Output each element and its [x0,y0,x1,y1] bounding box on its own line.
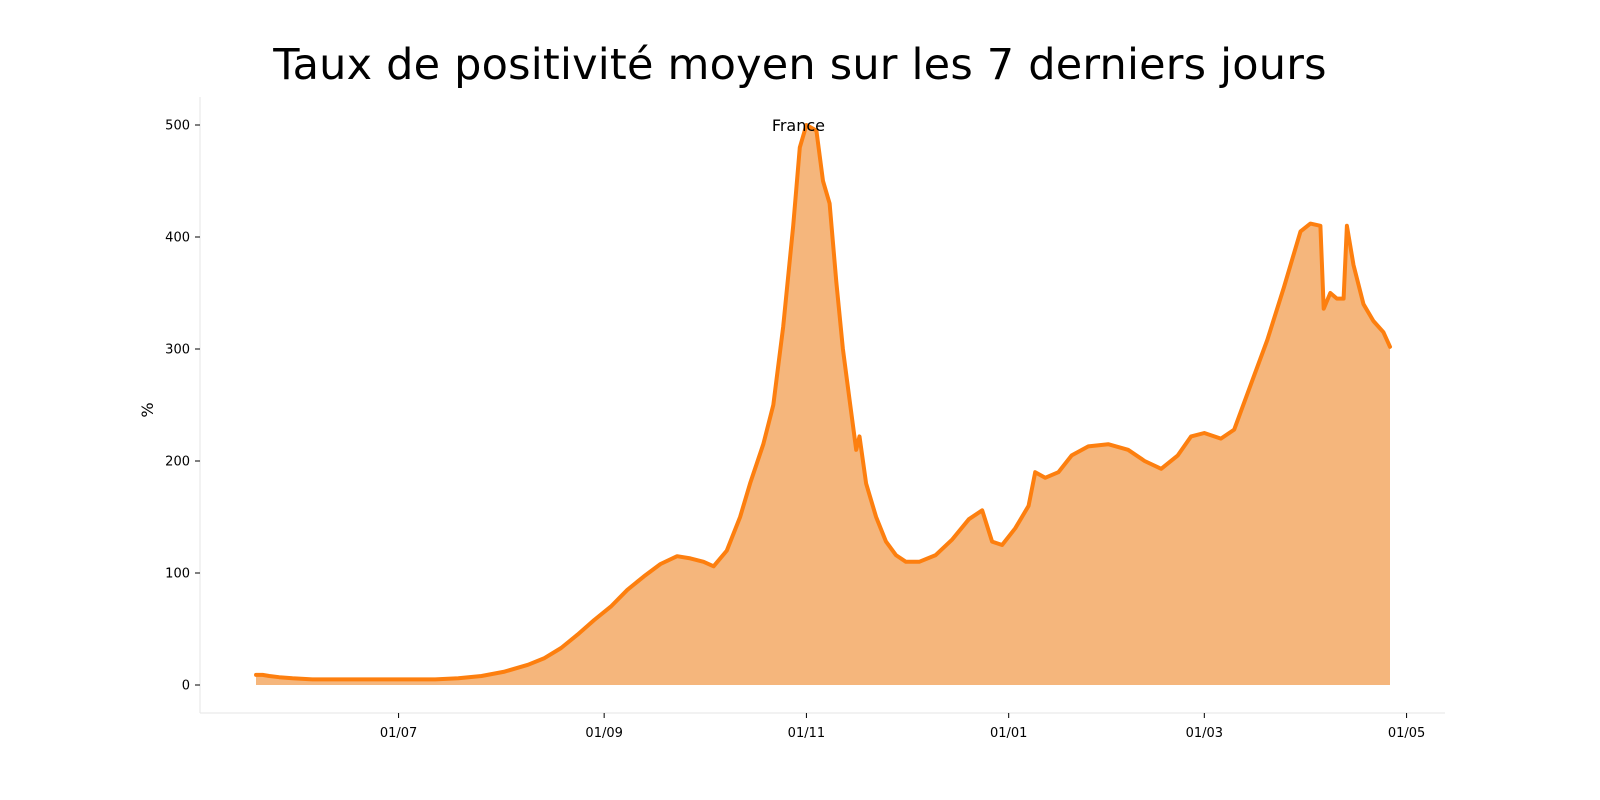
chart-labels: % France [138,116,825,418]
chart-axes: 0 100 200 300 400 500 01/07 01/09 01/11 01/01 01/0… [165,97,1445,741]
series-name-label: France [772,116,825,135]
y-tick-label: 500 [165,119,190,134]
series-area-france [256,125,1390,685]
x-tick-label: 01/07 [380,726,417,741]
y-tick-label: 200 [165,455,190,470]
y-tick-label: 0 [182,679,190,694]
x-tick-label: 01/11 [788,726,825,741]
x-tick-label: 01/01 [990,726,1027,741]
chart-title: Taux de positivité moyen sur les 7 derni… [273,40,1327,90]
y-axis-label: % [138,402,157,417]
x-tick-label: 01/09 [585,726,622,741]
y-tick-label: 100 [165,567,190,582]
plot-area [254,123,1392,685]
y-tick-label: 300 [165,343,190,358]
x-tick-label: 01/03 [1186,726,1223,741]
x-tick-label: 01/05 [1388,726,1425,741]
series-line-france [254,123,1392,682]
y-tick-label: 400 [165,231,190,246]
